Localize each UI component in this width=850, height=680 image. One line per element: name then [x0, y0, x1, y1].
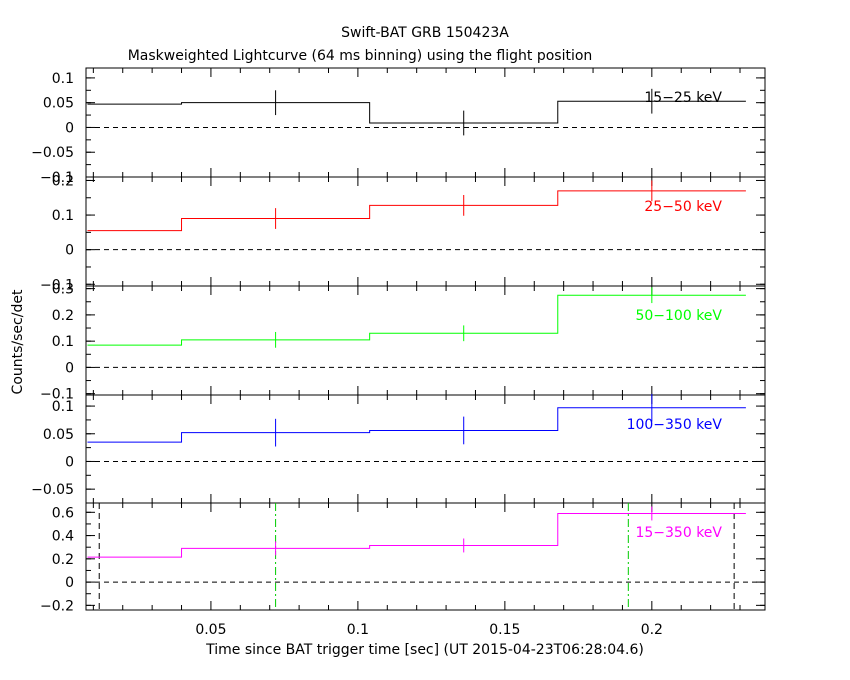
- chart-subtitle: Maskweighted Lightcurve (64 ms binning) …: [128, 48, 593, 64]
- series-step-line: [87, 512, 746, 558]
- series-label: 25−50 keV: [644, 199, 722, 215]
- panels-group: −0.1 −0.05 0 0.05 0.1 15−25 keV −0.1 0 0.1 0.2 25−…: [31, 67, 766, 638]
- y-tick-label: 0: [65, 120, 74, 136]
- y-tick-label: 0.3: [52, 282, 74, 298]
- chart-title: Swift-BAT GRB 150423A: [341, 25, 509, 41]
- panel-frame: [85, 502, 766, 611]
- x-tick-label: 0.15: [489, 622, 520, 638]
- y-tick-label: 0.2: [52, 173, 74, 189]
- series-label: 15−350 keV: [635, 525, 722, 541]
- panel-frame: [85, 285, 766, 396]
- series-step-line: [87, 294, 746, 346]
- series-label: 15−25 keV: [644, 90, 722, 106]
- y-tick-label: −0.05: [31, 482, 74, 498]
- y-tick-label: 0.05: [43, 96, 74, 112]
- y-tick-label: 0.1: [52, 71, 74, 87]
- series-label: 100−350 keV: [627, 417, 723, 433]
- panel-25-50-kev: −0.1 0 0.1 0.2 25−50 keV: [40, 173, 766, 293]
- y-tick-label: 0.1: [52, 334, 74, 350]
- series-step-line: [87, 407, 746, 443]
- panel-frame: [85, 394, 766, 504]
- panel-15-350-kev: −0.2 0 0.2 0.4 0.6 15−350 keV: [40, 502, 766, 614]
- x-tick-label: 0.1: [347, 622, 369, 638]
- y-tick-label: 0.6: [52, 505, 74, 521]
- panel-100-350-kev: −0.05 0 0.05 0.1 100−350 keV: [31, 393, 766, 504]
- series-label: 50−100 keV: [635, 308, 722, 324]
- y-tick-label: 0.2: [52, 552, 74, 568]
- y-tick-label: 0.2: [52, 308, 74, 324]
- y-tick-label: 0.05: [43, 427, 74, 443]
- series-step-line: [87, 100, 746, 124]
- y-tick-label: 0: [65, 243, 74, 259]
- series-step-line: [87, 190, 746, 232]
- y-tick-label: −0.1: [40, 387, 74, 403]
- y-tick-label: 0.1: [52, 399, 74, 415]
- x-tick-label: 0.2: [641, 622, 663, 638]
- panel-50-100-kev: −0.1 0 0.1 0.2 0.3 50−100 keV: [40, 282, 766, 403]
- y-tick-label: 0: [65, 454, 74, 470]
- y-tick-label: 0.1: [52, 208, 74, 224]
- y-tick-label: 0.4: [52, 529, 74, 545]
- y-tick-label: −0.05: [31, 145, 74, 161]
- panel-15-25-kev: −0.1 −0.05 0 0.05 0.1 15−25 keV: [31, 67, 766, 186]
- panel-frame: [85, 176, 766, 287]
- y-tick-label: 0: [65, 575, 74, 591]
- x-tick-label: 0.05: [195, 622, 226, 638]
- x-axis-label: Time since BAT trigger time [sec] (UT 20…: [205, 642, 644, 658]
- y-tick-label: −0.1: [40, 170, 74, 186]
- y-tick-label: 0: [65, 360, 74, 376]
- y-tick-label: −0.1: [40, 277, 74, 293]
- y-tick-label: −0.2: [40, 598, 74, 614]
- y-axis-label: Counts/sec/det: [10, 289, 26, 394]
